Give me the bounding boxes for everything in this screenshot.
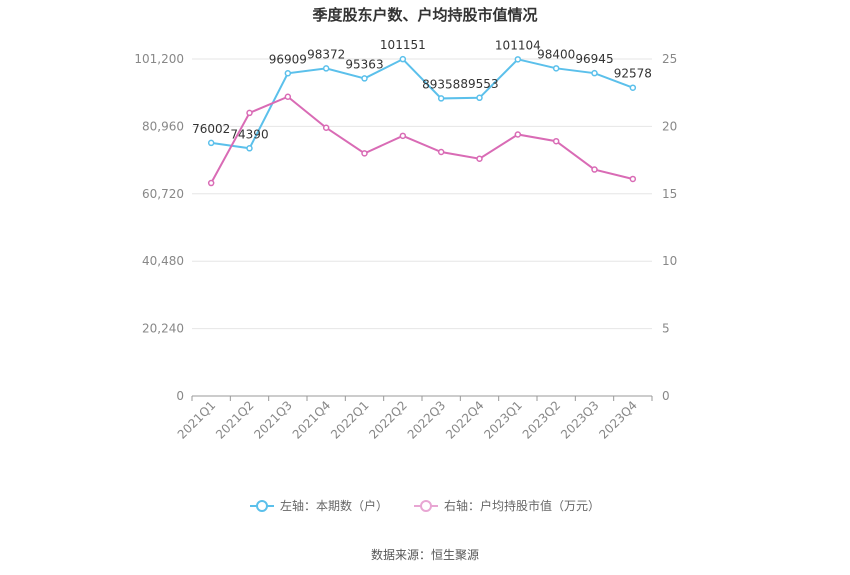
data-label: 98400 xyxy=(537,47,575,61)
right-tick-label: 10 xyxy=(662,254,677,268)
left-tick-label: 40,480 xyxy=(142,254,184,268)
data-label: 95363 xyxy=(345,57,383,71)
households-point xyxy=(591,69,598,77)
right-tick-label: 20 xyxy=(662,119,677,133)
avg-value-point xyxy=(476,155,483,163)
grid-lines xyxy=(192,58,652,330)
data-label: 76002 xyxy=(192,122,230,136)
data-label: 98372 xyxy=(307,47,345,61)
data-label: 89553 xyxy=(460,77,498,91)
avg-value-point xyxy=(591,166,598,173)
avg-value-line xyxy=(210,95,634,184)
data-label: 89358 xyxy=(422,77,460,91)
data-label: 101151 xyxy=(380,38,426,52)
x-tick-label: 2023Q3 xyxy=(558,398,602,442)
x-tick-label: 2022Q1 xyxy=(328,398,372,442)
x-tick-label: 2022Q4 xyxy=(443,398,487,442)
households-point xyxy=(437,95,445,102)
axes: 0 0 20,240 5 40,480 10 60,720 15 80,960 20 101,200… xyxy=(134,52,677,442)
avg-value-point xyxy=(552,137,560,145)
left-tick-label: 0 xyxy=(176,389,184,403)
right-tick-label: 15 xyxy=(662,187,677,201)
left-tick-label: 101,200 xyxy=(134,52,184,66)
households-point xyxy=(552,65,560,72)
households-point xyxy=(476,94,483,102)
data-label: 101104 xyxy=(495,38,541,52)
data-source: 数据来源：恒生聚源 xyxy=(370,548,479,562)
avg-value-point xyxy=(284,93,292,100)
left-tick-label: 20,240 xyxy=(142,322,184,336)
households-point xyxy=(207,139,215,147)
right-tick-label: 25 xyxy=(662,52,677,66)
legend-marker-households xyxy=(249,499,274,513)
households-point xyxy=(284,70,292,77)
x-tick-label: 2023Q1 xyxy=(481,398,525,442)
left-tick-label: 60,720 xyxy=(142,187,184,201)
legend-marker-avg-value xyxy=(414,499,438,513)
legend-item-households[interactable]: 左轴：本期数（户） xyxy=(249,497,388,514)
households-point xyxy=(246,145,253,152)
left-tick-label: 80,960 xyxy=(142,119,184,133)
avg-value-point xyxy=(629,175,637,183)
legend-label-households: 左轴：本期数（户） xyxy=(279,499,388,513)
series-lines xyxy=(207,55,637,187)
right-tick-label: 0 xyxy=(662,389,670,403)
x-tick-label: 2023Q2 xyxy=(520,398,564,442)
x-tick-label: 2021Q4 xyxy=(290,398,334,442)
avg-value-point xyxy=(207,179,215,187)
right-tick-label: 5 xyxy=(662,322,670,336)
legend-item-avg-value[interactable]: 右轴：户均持股市值（万元） xyxy=(414,497,600,514)
avg-value-point xyxy=(437,148,445,156)
households-point xyxy=(322,65,330,72)
x-tick-label: 2023Q4 xyxy=(596,398,640,442)
households-point xyxy=(514,56,522,63)
avg-value-point xyxy=(514,131,522,138)
x-tick-label: 2022Q2 xyxy=(366,398,410,442)
households-line xyxy=(211,57,634,150)
chart-title: 季度股东户数、户均持股市值情况 xyxy=(312,6,538,24)
households-point xyxy=(399,55,407,63)
avg-value-point xyxy=(361,150,368,157)
households-point xyxy=(361,75,368,82)
data-label: 92578 xyxy=(614,67,652,81)
x-tick-label: 2021Q2 xyxy=(213,398,257,442)
households-point xyxy=(629,84,637,91)
legend: 左轴：本期数（户） 右轴：户均持股市值（万元） xyxy=(0,497,850,514)
data-label: 96945 xyxy=(575,52,613,66)
avg-value-point xyxy=(322,124,330,131)
avg-value-point xyxy=(246,109,253,117)
data-label: 74390 xyxy=(230,127,268,141)
avg-value-point xyxy=(399,132,407,140)
x-tick-label: 2021Q3 xyxy=(251,398,295,442)
data-label: 96909 xyxy=(269,52,307,66)
legend-label-avg-value: 右轴：户均持股市值（万元） xyxy=(444,499,601,513)
x-tick-label: 2022Q3 xyxy=(405,398,449,442)
x-tick-label: 2021Q1 xyxy=(175,398,219,442)
